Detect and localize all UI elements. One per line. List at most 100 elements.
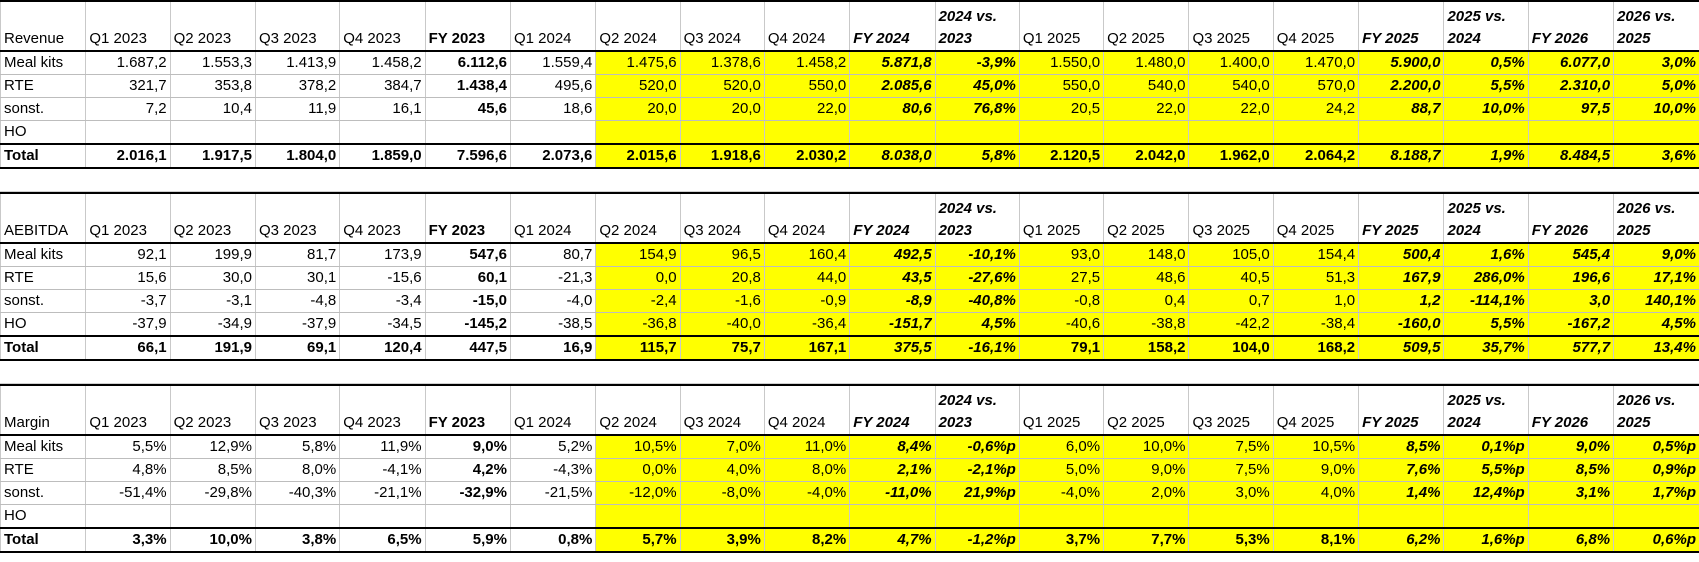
table-cell[interactable]: -37,9: [254, 312, 340, 337]
table-cell[interactable]: 5,2%: [509, 435, 596, 459]
table-cell[interactable]: 1.804,0: [254, 143, 340, 169]
table-cell[interactable]: -40,8%: [934, 289, 1020, 313]
row-label[interactable]: Total: [0, 335, 86, 361]
table-cell[interactable]: -38,5: [509, 312, 596, 337]
column-header[interactable]: FY 2025: [1358, 0, 1444, 52]
table-cell[interactable]: 8.038,0: [849, 143, 936, 169]
table-cell[interactable]: 2.085,6: [849, 74, 936, 98]
table-cell[interactable]: 196,6: [1527, 266, 1614, 290]
table-cell[interactable]: 8.484,5: [1527, 143, 1614, 169]
table-cell[interactable]: 51,3: [1272, 266, 1359, 290]
table-cell[interactable]: -29,8%: [169, 481, 256, 505]
column-header[interactable]: 2026 vs. 2025: [1613, 192, 1699, 244]
column-header[interactable]: Q1 2025: [1018, 0, 1104, 52]
table-cell[interactable]: 7,5%: [1188, 458, 1274, 482]
table-cell[interactable]: 9,0%: [1103, 458, 1189, 482]
table-cell[interactable]: 0,6%p: [1613, 527, 1699, 553]
block-title[interactable]: Margin: [0, 384, 86, 436]
table-cell[interactable]: 1,7%p: [1613, 481, 1699, 505]
table-cell[interactable]: [509, 504, 596, 529]
row-label[interactable]: Total: [0, 143, 86, 169]
table-cell[interactable]: 1.687,2: [85, 51, 171, 75]
table-cell[interactable]: 378,2: [254, 74, 340, 98]
table-cell[interactable]: [339, 120, 426, 145]
column-header[interactable]: Q4 2023: [339, 0, 426, 52]
table-cell[interactable]: 2,0%: [1103, 481, 1189, 505]
table-cell[interactable]: 44,0: [763, 266, 850, 290]
column-header[interactable]: FY 2023: [424, 192, 511, 244]
column-header[interactable]: 2026 vs. 2025: [1613, 384, 1699, 436]
table-cell[interactable]: 30,1: [254, 266, 340, 290]
table-cell[interactable]: 22,0: [763, 97, 850, 121]
column-header[interactable]: 2024 vs. 2023: [934, 384, 1020, 436]
column-header[interactable]: FY 2023: [424, 0, 511, 52]
table-cell[interactable]: 4,7%: [849, 527, 936, 553]
table-cell[interactable]: [1018, 504, 1104, 529]
table-cell[interactable]: 76,8%: [934, 97, 1020, 121]
column-header[interactable]: FY 2026: [1527, 0, 1614, 52]
table-cell[interactable]: 1.918,6: [679, 143, 765, 169]
table-cell[interactable]: -15,6: [339, 266, 426, 290]
table-cell[interactable]: 5,5%: [1443, 74, 1529, 98]
column-header[interactable]: Q1 2023: [85, 192, 171, 244]
table-cell[interactable]: 0,0%: [595, 458, 681, 482]
table-cell[interactable]: -16,1%: [934, 335, 1020, 361]
table-cell[interactable]: -114,1%: [1443, 289, 1529, 313]
table-cell[interactable]: 321,7: [85, 74, 171, 98]
row-label[interactable]: HO: [0, 504, 86, 529]
table-cell[interactable]: 21,9%p: [934, 481, 1020, 505]
table-cell[interactable]: 3,1%: [1527, 481, 1614, 505]
table-cell[interactable]: -11,0%: [849, 481, 936, 505]
column-header[interactable]: FY 2025: [1358, 192, 1444, 244]
table-cell[interactable]: 11,9: [254, 97, 340, 121]
column-header[interactable]: Q2 2025: [1103, 384, 1189, 436]
table-cell[interactable]: [1358, 120, 1444, 145]
table-cell[interactable]: 4,2%: [424, 458, 511, 482]
table-cell[interactable]: [1103, 120, 1189, 145]
table-cell[interactable]: [254, 120, 340, 145]
table-cell[interactable]: -3,4: [339, 289, 426, 313]
table-cell[interactable]: 1.962,0: [1188, 143, 1274, 169]
table-cell[interactable]: -3,9%: [934, 51, 1020, 75]
table-cell[interactable]: 5,0%: [1018, 458, 1104, 482]
table-cell[interactable]: 8,0%: [763, 458, 850, 482]
table-cell[interactable]: -8,9: [849, 289, 936, 313]
table-cell[interactable]: 15,6: [85, 266, 171, 290]
column-header[interactable]: Q1 2025: [1018, 384, 1104, 436]
table-cell[interactable]: 384,7: [339, 74, 426, 98]
table-cell[interactable]: -0,6%p: [934, 435, 1020, 459]
column-header[interactable]: Q1 2024: [509, 0, 596, 52]
table-cell[interactable]: 1.480,0: [1103, 51, 1189, 75]
table-cell[interactable]: 3,3%: [85, 527, 171, 553]
table-cell[interactable]: 447,5: [424, 335, 511, 361]
column-header[interactable]: Q2 2025: [1103, 0, 1189, 52]
table-cell[interactable]: [1443, 504, 1529, 529]
table-cell[interactable]: 7,6%: [1358, 458, 1444, 482]
column-header[interactable]: FY 2026: [1527, 192, 1614, 244]
table-cell[interactable]: 520,0: [595, 74, 681, 98]
column-header[interactable]: Q2 2024: [595, 0, 681, 52]
table-cell[interactable]: 30,0: [169, 266, 256, 290]
table-cell[interactable]: [85, 120, 171, 145]
column-header[interactable]: FY 2025: [1358, 384, 1444, 436]
table-cell[interactable]: -34,5: [339, 312, 426, 337]
column-header[interactable]: Q1 2023: [85, 384, 171, 436]
table-cell[interactable]: 10,5%: [1272, 435, 1359, 459]
table-cell[interactable]: -12,0%: [595, 481, 681, 505]
table-cell[interactable]: 45,6: [424, 97, 511, 121]
column-header[interactable]: Q2 2023: [169, 384, 256, 436]
table-cell[interactable]: 154,4: [1272, 243, 1359, 267]
table-cell[interactable]: [1272, 120, 1359, 145]
table-cell[interactable]: 17,1%: [1613, 266, 1699, 290]
table-cell[interactable]: 0,1%p: [1443, 435, 1529, 459]
row-label[interactable]: HO: [0, 120, 86, 145]
table-cell[interactable]: -40,6: [1018, 312, 1104, 337]
column-header[interactable]: FY 2026: [1527, 384, 1614, 436]
table-cell[interactable]: -151,7: [849, 312, 936, 337]
table-cell[interactable]: 1.458,2: [339, 51, 426, 75]
table-cell[interactable]: 10,0%: [1613, 97, 1699, 121]
table-cell[interactable]: 48,6: [1103, 266, 1189, 290]
table-cell[interactable]: -42,2: [1188, 312, 1274, 337]
table-cell[interactable]: -1,2%p: [934, 527, 1020, 553]
column-header[interactable]: 2025 vs. 2024: [1443, 384, 1529, 436]
